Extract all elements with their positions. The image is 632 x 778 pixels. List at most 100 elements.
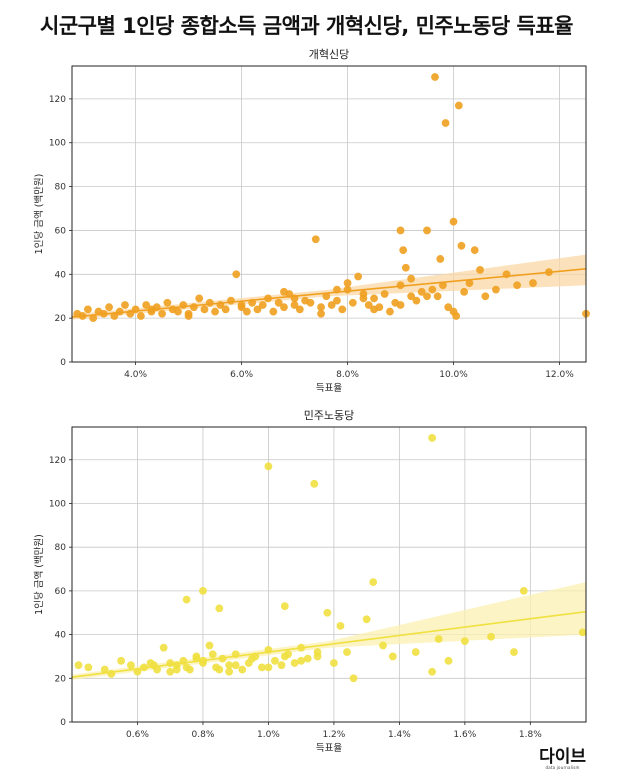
data-point <box>253 305 262 314</box>
y-tick-label: 100 <box>49 139 66 149</box>
data-point <box>441 119 450 127</box>
data-point <box>231 661 240 670</box>
data-point <box>317 309 325 318</box>
plot-frame <box>71 65 587 363</box>
y-tick-label: 80 <box>55 183 67 193</box>
data-point <box>349 674 358 683</box>
data-point <box>338 305 347 314</box>
data-point <box>172 665 181 674</box>
data-point <box>215 604 224 613</box>
data-point <box>189 303 198 312</box>
plot-frame <box>71 426 587 723</box>
publisher-logo: 다이브 data journalism <box>539 749 586 770</box>
data-point <box>370 294 378 303</box>
x-tick-label: 0.8% <box>192 730 215 740</box>
data-point <box>343 648 351 656</box>
data-point <box>364 301 373 309</box>
data-point <box>264 663 273 672</box>
data-point <box>100 665 109 674</box>
data-point <box>379 641 387 650</box>
data-point <box>323 608 332 617</box>
data-point <box>221 305 230 314</box>
regression-line <box>71 610 587 678</box>
data-point <box>280 602 289 611</box>
data-point <box>460 637 469 646</box>
confidence-band <box>72 254 586 320</box>
page-title: 시군구별 1인당 종합소득 금액과 개혁신당, 민주노동당 득표율 <box>40 14 573 38</box>
y-axis-label: 1인당 금액 (백만원) <box>33 174 45 255</box>
data-point <box>74 661 83 670</box>
data-point <box>449 307 458 316</box>
data-point <box>322 292 331 301</box>
y-tick-label: 20 <box>55 314 67 324</box>
data-point <box>519 586 528 595</box>
data-point <box>248 654 256 663</box>
y-tick-label: 120 <box>49 456 66 466</box>
data-point <box>136 312 145 320</box>
data-point <box>428 667 437 676</box>
x-tick-label: 1.6% <box>453 730 476 740</box>
y-tick-label: 40 <box>55 270 67 280</box>
data-point <box>407 274 416 283</box>
data-point <box>470 246 479 255</box>
data-point <box>460 287 469 296</box>
y-tick-label: 0 <box>60 718 66 728</box>
data-point <box>386 307 394 316</box>
data-point <box>428 285 437 294</box>
y-tick-label: 100 <box>49 499 66 509</box>
data-point <box>237 301 246 309</box>
data-point <box>242 307 251 316</box>
data-point <box>166 667 175 676</box>
x-tick-label: 12.0% <box>545 370 574 380</box>
data-point <box>336 621 345 630</box>
y-tick-label: 40 <box>55 631 67 641</box>
data-point <box>225 667 234 676</box>
data-point <box>399 246 408 255</box>
data-point <box>433 292 442 301</box>
data-point <box>257 663 266 672</box>
y-tick-label: 80 <box>55 543 67 553</box>
data-point <box>84 663 93 672</box>
data-point <box>370 305 378 314</box>
logo-sub-text: data journalism <box>545 765 580 770</box>
x-tick-label: 0.6% <box>126 730 149 740</box>
data-point <box>258 301 267 309</box>
data-point <box>121 301 129 309</box>
data-point <box>396 226 405 235</box>
regression-line <box>71 268 587 318</box>
data-point <box>343 279 352 287</box>
data-point <box>117 656 126 665</box>
data-point <box>227 296 235 305</box>
data-point <box>465 279 474 287</box>
data-point <box>513 281 522 290</box>
data-point <box>277 661 286 670</box>
data-point <box>89 314 98 323</box>
chart-title: 개혁신당 <box>309 48 349 61</box>
data-point <box>492 285 500 294</box>
data-point <box>127 661 135 670</box>
data-point <box>297 656 306 665</box>
y-tick-label: 20 <box>55 674 67 684</box>
data-point <box>271 656 279 665</box>
chart-panel-2: 0 20 40 60 80 100 120 0.6% 0.8% 1.0% 1.2% 1.4% 1.6% 1… <box>33 409 587 754</box>
plot-area <box>72 427 586 722</box>
data-point <box>311 235 320 244</box>
data-point <box>369 578 378 587</box>
plot-area <box>72 66 586 362</box>
y-tick-label: 0 <box>60 358 66 368</box>
data-point <box>436 255 445 263</box>
data-point <box>428 434 437 442</box>
data-point <box>280 287 288 296</box>
data-point <box>487 632 495 641</box>
data-point <box>105 303 113 312</box>
data-point <box>444 303 453 312</box>
x-tick-label: 4.0% <box>124 370 147 380</box>
y-axis-label: 1인당 금액 (백만원) <box>33 534 45 615</box>
data-point <box>401 263 410 272</box>
data-point <box>454 101 463 110</box>
data-point <box>457 241 466 250</box>
data-point <box>529 279 537 287</box>
data-point <box>199 586 207 595</box>
data-point <box>306 298 315 307</box>
x-axis-label: 득표율 <box>316 383 342 394</box>
